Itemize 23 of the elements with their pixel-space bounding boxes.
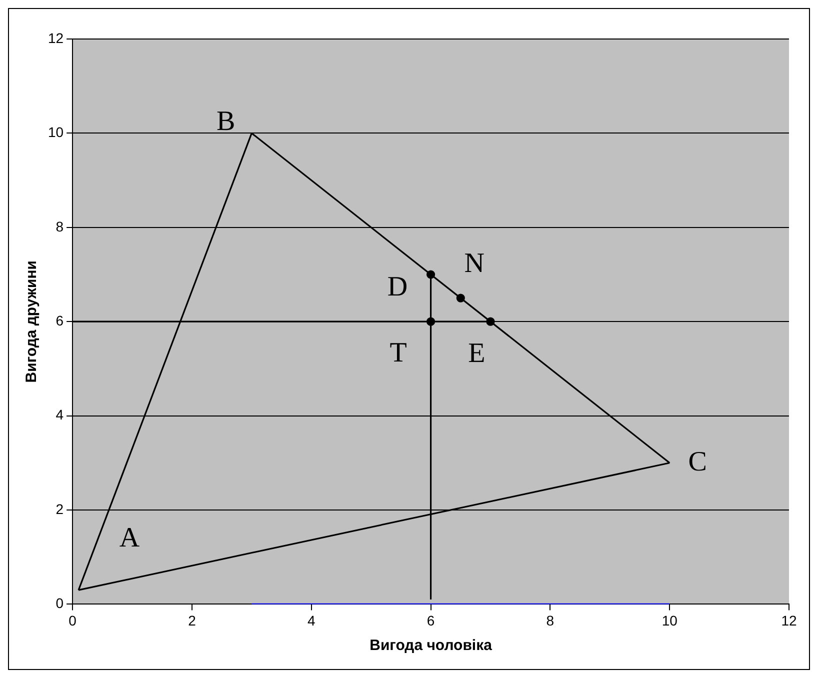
x-tick-label: 8 bbox=[546, 612, 554, 628]
y-axis-title: Вигода дружини bbox=[23, 260, 40, 383]
x-axis-title: Вигода чоловіка bbox=[370, 637, 493, 654]
y-tick-label: 12 bbox=[48, 30, 64, 46]
y-tick-label: 0 bbox=[56, 595, 64, 612]
x-tick-label: 2 bbox=[188, 612, 196, 628]
y-tick-label: 10 bbox=[48, 124, 64, 140]
annotation: C bbox=[688, 446, 707, 478]
annotation: T bbox=[390, 337, 407, 368]
annotation: A bbox=[119, 522, 140, 554]
annotation: B bbox=[216, 106, 236, 137]
x-tick-label: 12 bbox=[781, 612, 797, 628]
x-tick-label: 0 bbox=[68, 612, 77, 628]
annotation: E bbox=[468, 338, 486, 370]
x-tick-label: 4 bbox=[307, 612, 316, 628]
x-tick-label: 6 bbox=[426, 612, 435, 628]
y-tick-label: 4 bbox=[56, 406, 64, 423]
y-tick-label: 8 bbox=[56, 218, 64, 234]
annotation: D bbox=[387, 272, 408, 303]
y-tick-label: 2 bbox=[56, 500, 64, 517]
x-tick-label: 10 bbox=[662, 612, 678, 628]
y-tick-label: 6 bbox=[56, 312, 64, 328]
annotation: N bbox=[464, 248, 485, 280]
